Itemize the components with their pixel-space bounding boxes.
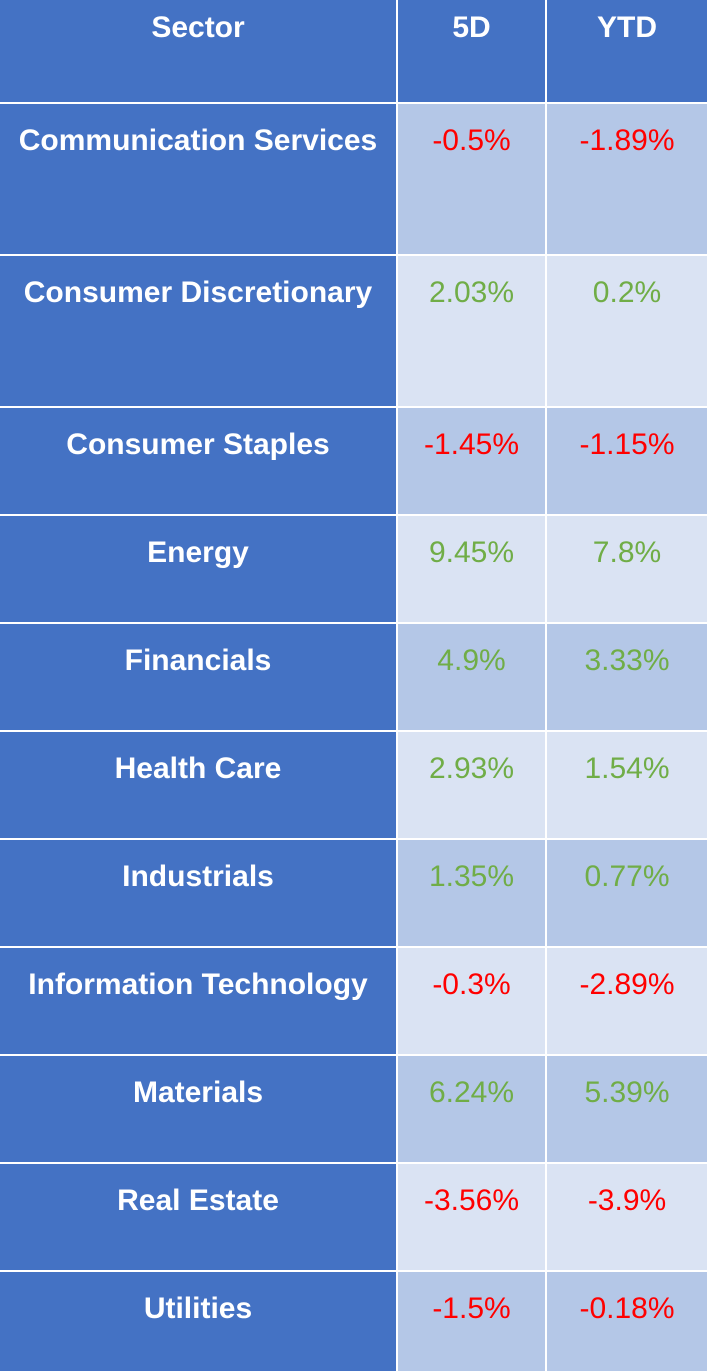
table-row: Energy 9.45% 7.8% <box>0 515 707 624</box>
value-5d: 4.9% <box>397 623 547 732</box>
value-5d: 6.24% <box>397 1055 547 1164</box>
value-5d: -1.45% <box>397 407 547 516</box>
value-5d: 9.45% <box>397 515 547 624</box>
sector-name: Real Estate <box>0 1163 398 1272</box>
sector-name: Consumer Discretionary <box>0 255 398 408</box>
table-row: Utilities -1.5% -0.18% <box>0 1271 707 1371</box>
header-sector: Sector <box>0 0 398 104</box>
value-5d: -0.5% <box>397 103 547 256</box>
table-row: Industrials 1.35% 0.77% <box>0 839 707 948</box>
table-row: Real Estate -3.56% -3.9% <box>0 1163 707 1272</box>
value-ytd: -1.15% <box>546 407 707 516</box>
header-ytd: YTD <box>546 0 707 104</box>
value-5d: 2.03% <box>397 255 547 408</box>
value-ytd: 3.33% <box>546 623 707 732</box>
sector-name: Utilities <box>0 1271 398 1371</box>
value-ytd: 0.2% <box>546 255 707 408</box>
header-5d: 5D <box>397 0 547 104</box>
value-ytd: -1.89% <box>546 103 707 256</box>
table-row: Consumer Staples -1.45% -1.15% <box>0 407 707 516</box>
value-ytd: 5.39% <box>546 1055 707 1164</box>
sector-name: Industrials <box>0 839 398 948</box>
value-ytd: -0.18% <box>546 1271 707 1371</box>
value-ytd: 1.54% <box>546 731 707 840</box>
value-ytd: -3.9% <box>546 1163 707 1272</box>
value-ytd: 0.77% <box>546 839 707 948</box>
sector-name: Health Care <box>0 731 398 840</box>
sector-name: Energy <box>0 515 398 624</box>
value-5d: 2.93% <box>397 731 547 840</box>
sector-name: Consumer Staples <box>0 407 398 516</box>
value-ytd: -2.89% <box>546 947 707 1056</box>
table-row: Communication Services -0.5% -1.89% <box>0 103 707 256</box>
table-row: Materials 6.24% 5.39% <box>0 1055 707 1164</box>
sector-name: Materials <box>0 1055 398 1164</box>
sector-name: Communication Services <box>0 103 398 256</box>
header-row: Sector 5D YTD <box>0 0 707 104</box>
sector-name: Financials <box>0 623 398 732</box>
table-row: Health Care 2.93% 1.54% <box>0 731 707 840</box>
value-ytd: 7.8% <box>546 515 707 624</box>
sector-name: Information Technology <box>0 947 398 1056</box>
value-5d: -3.56% <box>397 1163 547 1272</box>
table-row: Information Technology -0.3% -2.89% <box>0 947 707 1056</box>
table-row: Financials 4.9% 3.33% <box>0 623 707 732</box>
value-5d: -0.3% <box>397 947 547 1056</box>
value-5d: 1.35% <box>397 839 547 948</box>
value-5d: -1.5% <box>397 1271 547 1371</box>
table-row: Consumer Discretionary 2.03% 0.2% <box>0 255 707 408</box>
